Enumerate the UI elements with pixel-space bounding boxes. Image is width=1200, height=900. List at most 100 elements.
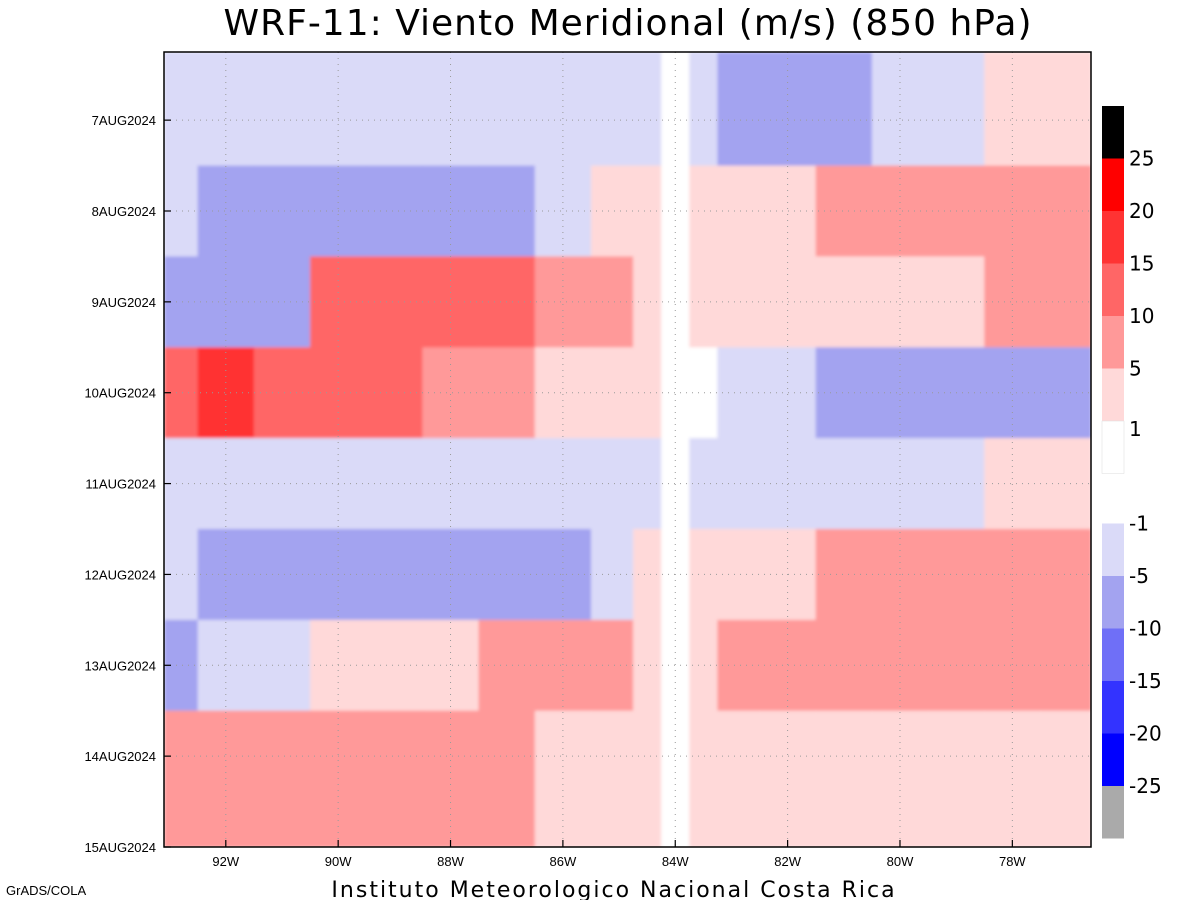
heatmap-cell xyxy=(661,52,690,167)
heatmap-cell xyxy=(366,438,424,530)
x-tick-label: 84W xyxy=(662,854,689,869)
heatmap-cell xyxy=(422,710,480,847)
heatmap-cell xyxy=(871,256,929,348)
heatmap-cell xyxy=(591,165,634,258)
heatmap-cell xyxy=(633,438,662,530)
heatmap-cell xyxy=(534,165,592,258)
heatmap-cell xyxy=(717,52,761,167)
heatmap-cell xyxy=(422,347,480,439)
heatmap-cell xyxy=(253,710,311,847)
heatmap-cell xyxy=(815,165,873,258)
heatmap-cell xyxy=(591,347,634,439)
heatmap-cell xyxy=(689,52,718,167)
heatmap-cell xyxy=(366,529,424,621)
heatmap-cell xyxy=(478,165,536,258)
heatmap-cell xyxy=(478,438,536,530)
heatmap-cell xyxy=(253,165,311,258)
heatmap-cell xyxy=(871,710,929,847)
colorbar-swatch xyxy=(1102,211,1124,264)
heatmap-cell xyxy=(197,347,255,439)
colorbar-swatch xyxy=(1102,576,1124,629)
y-tick-label: 13AUG2024 xyxy=(84,658,156,673)
heatmap-cell xyxy=(534,619,592,712)
heatmap-cell xyxy=(689,529,718,621)
heatmap-cell xyxy=(633,52,662,167)
heatmap-cell xyxy=(422,52,480,167)
heatmap-cell xyxy=(871,619,929,712)
heatmap-cell xyxy=(815,256,873,348)
heatmap-cell xyxy=(689,619,718,712)
x-tick-label: 86W xyxy=(550,854,577,869)
heatmap-cell xyxy=(197,52,255,167)
heatmap-cell xyxy=(591,256,634,348)
heatmap-cell xyxy=(815,438,873,530)
colorbar-swatch xyxy=(1101,420,1125,474)
heatmap-cell xyxy=(253,256,311,348)
colorbar-label: -15 xyxy=(1129,669,1162,693)
heatmap-cell xyxy=(1040,347,1091,439)
heatmap-cell xyxy=(1040,710,1091,847)
heatmap-cell xyxy=(815,529,873,621)
heatmap-cell xyxy=(197,619,255,712)
colorbar-swatch xyxy=(1102,733,1124,786)
heatmap-cell xyxy=(759,52,817,167)
heatmap-cell xyxy=(366,619,424,712)
heatmap-cell xyxy=(366,52,424,167)
heatmap-cell xyxy=(422,256,480,348)
x-tick-label: 82W xyxy=(774,854,801,869)
colorbar-label: -25 xyxy=(1129,774,1162,798)
heatmap-cell xyxy=(478,52,536,167)
x-tick-label: 92W xyxy=(212,854,239,869)
heatmap-cell xyxy=(253,52,311,167)
heatmap-cell xyxy=(984,165,1042,258)
heatmap-cell xyxy=(478,256,536,348)
colorbar-swatch xyxy=(1102,523,1124,576)
heatmap-cell xyxy=(633,165,662,258)
heatmap-cells xyxy=(164,52,1091,847)
heatmap-cell xyxy=(633,347,662,439)
heatmap-cell xyxy=(689,165,718,258)
heatmap-cell xyxy=(661,619,690,712)
heatmap-cell xyxy=(1040,256,1091,348)
heatmap-cell xyxy=(253,529,311,621)
heatmap-cell xyxy=(759,710,817,847)
heatmap-cell xyxy=(478,529,536,621)
y-tick-label: 7AUG2024 xyxy=(92,113,156,128)
heatmap-cell xyxy=(717,710,761,847)
heatmap-cell xyxy=(984,52,1042,167)
heatmap-cell xyxy=(478,347,536,439)
heatmap-cell xyxy=(633,710,662,847)
heatmap-cell xyxy=(164,710,199,847)
heatmap-cell xyxy=(534,256,592,348)
x-tick-label: 88W xyxy=(437,854,464,869)
heatmap-cell xyxy=(1040,438,1091,530)
heatmap-cell xyxy=(661,347,690,439)
heatmap-cell xyxy=(591,438,634,530)
heatmap-cell xyxy=(253,347,311,439)
heatmap-cell xyxy=(661,256,690,348)
chart-title: WRF-11: Viento Meridional (m/s) (850 hPa… xyxy=(224,3,1033,44)
colorbar-swatch xyxy=(1102,628,1124,681)
heatmap-cell xyxy=(310,52,367,167)
x-axis: 92W 90W 88W 86W 84W 82W 80W 78W xyxy=(212,840,1026,869)
grid-lines xyxy=(164,52,1091,847)
heatmap-cell xyxy=(253,438,311,530)
colorbar-label: 5 xyxy=(1129,357,1142,381)
heatmap-cell xyxy=(661,710,690,847)
heatmap-cell xyxy=(1040,52,1091,167)
heatmap-cell xyxy=(928,52,985,167)
colorbar: 25 20 15 10 5 1 -1 -5 -10 -15 -20 -25 xyxy=(1101,106,1162,839)
x-tick-label: 80W xyxy=(887,854,914,869)
heatmap-cell xyxy=(815,52,873,167)
colorbar-label: -1 xyxy=(1129,512,1149,536)
heatmap-cell xyxy=(871,347,929,439)
y-axis: 7AUG2024 8AUG2024 9AUG2024 10AUG2024 11AUG20… xyxy=(84,113,171,855)
heatmap-cell xyxy=(871,165,929,258)
plot-frame xyxy=(163,51,1092,848)
colorbar-swatch xyxy=(1102,681,1124,734)
heatmap-cell xyxy=(478,710,536,847)
heatmap-cell xyxy=(633,529,662,621)
colorbar-label: -20 xyxy=(1129,722,1162,746)
heatmap-cell xyxy=(478,619,536,712)
colorbar-swatch xyxy=(1102,263,1124,316)
